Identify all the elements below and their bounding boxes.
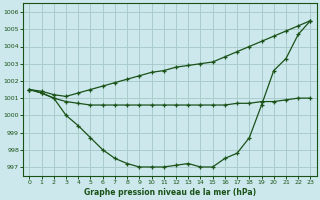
X-axis label: Graphe pression niveau de la mer (hPa): Graphe pression niveau de la mer (hPa) — [84, 188, 256, 197]
